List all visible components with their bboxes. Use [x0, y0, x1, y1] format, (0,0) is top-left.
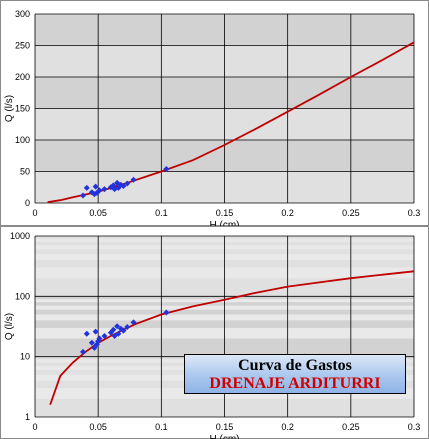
y-tick-label: 250: [15, 41, 30, 51]
x-tick-label: 0.3: [408, 208, 421, 218]
y-tick-label: 100: [15, 135, 30, 145]
y-tick-label: 300: [15, 9, 30, 19]
data-point: [163, 309, 170, 316]
data-point: [88, 339, 95, 346]
data-point: [101, 333, 108, 340]
legend-line-2: DRENAJE ARDITURRI: [209, 375, 381, 392]
x-tick-label: 0: [32, 422, 37, 432]
data-point: [130, 176, 137, 183]
data-point: [92, 328, 99, 335]
x-tick-label: 0.2: [281, 208, 294, 218]
chart-title-box: Curva de Gastos DRENAJE ARDITURRI: [184, 354, 406, 394]
data-point: [83, 330, 90, 337]
x-axis-title: H (cm): [210, 220, 240, 226]
data-point: [101, 186, 108, 193]
x-tick-label: 0: [32, 208, 37, 218]
linear-chart: 0 0.05 0.1 0.15 0.2 0.25 0.3 0 50 100 150 200 250 300…: [0, 0, 429, 226]
data-point: [83, 184, 90, 191]
data-point: [80, 192, 87, 199]
data-point: [92, 183, 99, 190]
data-point: [115, 330, 122, 337]
legend-line-1: Curva de Gastos: [238, 357, 352, 374]
y-axis-title: Q (l/s): [4, 95, 15, 122]
data-point: [120, 327, 127, 334]
x-tick-label: 0.1: [155, 422, 168, 432]
data-point: [124, 180, 131, 187]
bottom-chart-panel: 0 0.05 0.1 0.15 0.2 0.25 0.3 1 10 100 1000 H (cm) Q …: [0, 226, 429, 439]
data-point: [120, 182, 127, 189]
x-tick-label: 0.1: [155, 208, 168, 218]
data-point: [80, 348, 87, 355]
top-chart-panel: 0 0.05 0.1 0.15 0.2 0.25 0.3 0 50 100 150 200 250 300…: [0, 0, 429, 226]
log-chart: 0 0.05 0.1 0.15 0.2 0.25 0.3 1 10 100 1000 H (cm) Q …: [0, 226, 429, 439]
data-point: [96, 187, 103, 194]
data-point: [111, 333, 118, 340]
data-point: [91, 344, 98, 351]
data-point: [124, 324, 131, 331]
x-tick-label: 0.2: [281, 422, 294, 432]
x-tick-label: 0.3: [408, 422, 421, 432]
x-axis-title: H (cm): [210, 434, 240, 439]
data-point: [96, 335, 103, 342]
y-tick-label: 10: [20, 352, 30, 362]
y-tick-label: 200: [15, 72, 30, 82]
x-tick-label: 0.05: [89, 422, 107, 432]
x-tick-label: 0.05: [89, 208, 107, 218]
y-tick-label: 50: [20, 167, 30, 177]
x-tick-label: 0.25: [342, 208, 360, 218]
y-tick-label: 0: [25, 198, 30, 208]
y-tick-label: 1: [25, 412, 30, 422]
y-tick-label: 1000: [10, 231, 30, 241]
x-tick-label: 0.15: [216, 422, 234, 432]
fit-curve-line: [47, 41, 415, 203]
data-point: [130, 319, 137, 326]
y-tick-label: 100: [15, 291, 30, 301]
x-tick-label: 0.15: [216, 208, 234, 218]
y-tick-label: 150: [15, 104, 30, 114]
y-axis-title: Q (l/s): [4, 313, 15, 340]
fit-curve-line: [49, 270, 415, 405]
data-point: [110, 326, 117, 333]
x-tick-label: 0.25: [342, 422, 360, 432]
data-point: [163, 165, 170, 172]
data-point: [114, 323, 121, 330]
